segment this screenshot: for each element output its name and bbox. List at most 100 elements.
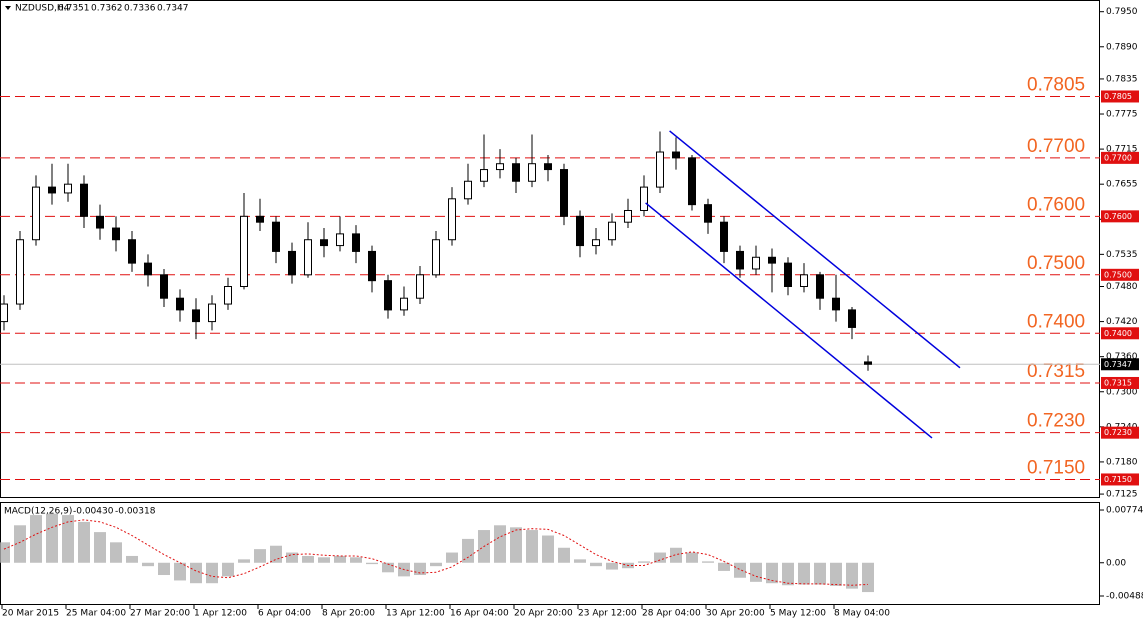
level-box (1101, 327, 1139, 340)
candle-body (800, 274, 808, 288)
candle-body (464, 180, 472, 200)
y-tick-label: 0.7835 (1106, 74, 1138, 84)
x-tick-label: 28 Apr 04:00 (642, 609, 701, 619)
candle-body (80, 183, 88, 217)
macd-bar (286, 552, 298, 563)
channel-line (669, 130, 961, 369)
menu-arrow[interactable] (5, 6, 11, 10)
macd-bar (718, 562, 730, 571)
y-tick-label: 0.7180 (1106, 457, 1138, 467)
candle-body (288, 250, 296, 276)
macd-bar (190, 562, 202, 584)
level-box-label: 0.7805 (1104, 92, 1132, 101)
macd-bar (366, 562, 378, 565)
x-tick-label: 1 Apr 12:00 (194, 609, 247, 619)
ohlc-close: 0.7347 (157, 4, 189, 14)
macd-bar (94, 532, 106, 563)
macd-bar (750, 562, 762, 582)
candle-body (720, 221, 728, 252)
level-box (1101, 376, 1139, 389)
candle-body (128, 239, 136, 264)
candle-body (432, 239, 440, 276)
candle-body (512, 163, 520, 182)
candle-body (16, 239, 24, 305)
macd-bar (238, 559, 250, 563)
macd-bar (302, 555, 314, 563)
y-tick-label: 0.7775 (1106, 110, 1138, 120)
y-tick-label: 0.7300 (1106, 387, 1138, 397)
macd-bar (558, 547, 570, 563)
candle-body (576, 215, 584, 247)
macd-bar (62, 515, 74, 563)
y-tick-label: 0.7535 (1106, 250, 1138, 260)
macd-bar (78, 521, 90, 563)
x-tick-label: 25 Mar 04:00 (66, 609, 126, 619)
level-box-label: 0.7315 (1104, 378, 1132, 387)
y-tick-label: 0.7890 (1106, 42, 1138, 52)
level-box (1101, 268, 1139, 281)
macd-bar (510, 527, 522, 563)
macd-bar (574, 559, 586, 563)
candle-body (672, 151, 680, 159)
macd-bar (350, 557, 362, 563)
candle-body (320, 239, 328, 247)
candle-body (192, 309, 200, 323)
candle-body (528, 163, 536, 182)
level-box (1101, 210, 1139, 223)
candle-body (384, 280, 392, 311)
candle-body (400, 297, 408, 311)
candle-body (96, 215, 104, 229)
macd-bar (734, 562, 746, 578)
macd-bar (526, 530, 538, 563)
level-label: 0.7805 (1027, 74, 1085, 95)
macd-bar (174, 562, 186, 581)
level-box-label: 0.7230 (1104, 428, 1132, 437)
candle-body (240, 215, 248, 288)
y-tick-label: 0.7715 (1106, 145, 1138, 155)
y-tick-label: 0.7360 (1106, 352, 1138, 362)
level-label: 0.7150 (1027, 457, 1085, 478)
candle-body (176, 297, 184, 311)
candle-body (256, 215, 264, 223)
candle-body (752, 256, 760, 270)
candle-body (48, 186, 56, 194)
candle-body (272, 221, 280, 252)
level-box (1101, 90, 1139, 103)
candle-body (144, 262, 152, 276)
macd-bar (318, 557, 330, 563)
macd-bar (30, 515, 42, 563)
candle-body (224, 286, 232, 305)
macd-bar (110, 542, 122, 563)
level-box-label: 0.7600 (1104, 212, 1132, 221)
candle-body (160, 274, 168, 299)
price-box (1101, 358, 1139, 371)
macd-bar (414, 562, 426, 576)
candle-body (112, 227, 120, 241)
macd-bar (126, 555, 138, 563)
macd-bar (446, 552, 458, 563)
x-tick-label: 5 May 12:00 (770, 609, 826, 619)
level-box-label: 0.7150 (1104, 475, 1132, 484)
x-tick-label: 30 Apr 20:00 (706, 609, 765, 619)
macd-bar (382, 562, 394, 573)
level-label: 0.7315 (1027, 361, 1085, 382)
level-label: 0.7230 (1027, 411, 1085, 432)
candle-body (736, 250, 744, 270)
macd-bar (670, 547, 682, 563)
macd-name: MACD(12,26,9) (4, 507, 72, 517)
y-tick-label: 0.00 (1106, 558, 1126, 568)
x-tick-label: 27 Mar 20:00 (130, 609, 190, 619)
x-tick-label: 20 Apr 20:00 (514, 609, 573, 619)
x-tick-label: 16 Apr 04:00 (450, 609, 509, 619)
macd-bar (158, 562, 170, 576)
candle-body (688, 157, 696, 206)
candle-body (848, 309, 856, 328)
candle-body (448, 198, 456, 241)
candle-body (640, 186, 648, 211)
macd-bar (590, 562, 602, 567)
level-box (1101, 151, 1139, 164)
macd-bar (430, 562, 442, 567)
y-tick-label: 0.7655 (1106, 180, 1138, 190)
macd-bar (766, 562, 778, 584)
candle-body (352, 233, 360, 252)
